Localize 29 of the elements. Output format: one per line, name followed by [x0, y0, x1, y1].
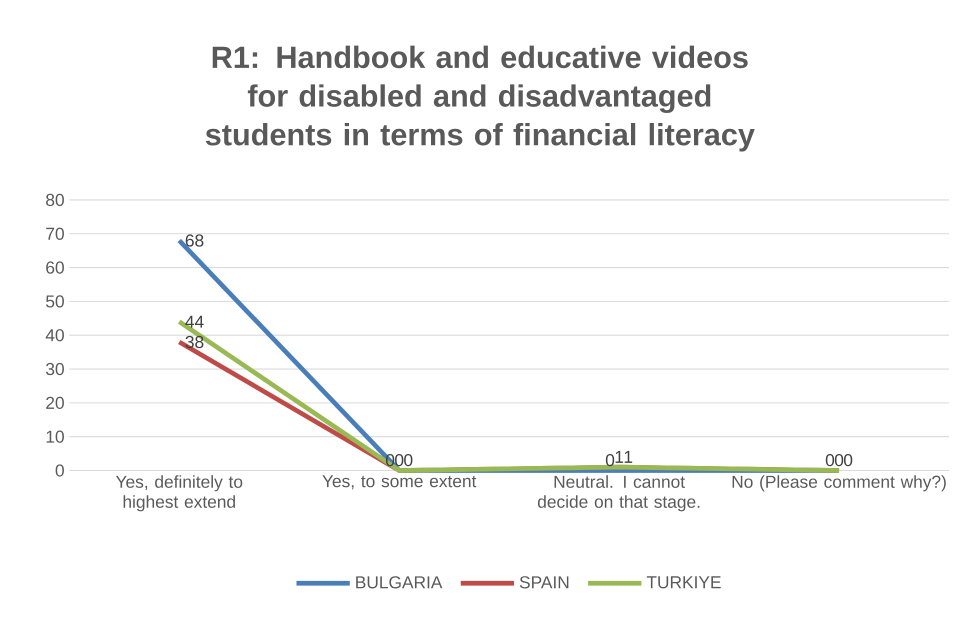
data-label: 0	[844, 454, 852, 466]
y-tick-label: 20	[46, 396, 64, 409]
legend-label: SPAIN	[520, 576, 568, 588]
data-label: 1	[616, 450, 624, 463]
y-tick-label: 80	[46, 194, 64, 206]
y-tick-label: 10	[46, 430, 64, 443]
data-label: 1	[624, 450, 632, 463]
x-tick-label: Yes, definitely to highest extend	[116, 475, 242, 512]
x-tick-label: No (Please comment why?)	[732, 475, 946, 492]
data-label: 38	[186, 336, 204, 348]
data-label: 0	[395, 454, 404, 466]
data-label: 44	[185, 316, 204, 328]
x-tick-label: Neutral. I cannot decide on that stage.	[538, 475, 700, 512]
y-tick-label: 50	[46, 295, 64, 308]
legend-label: TURKIYE	[646, 576, 721, 588]
data-label: 0	[834, 454, 844, 466]
legend-label: BULGARIA	[356, 576, 442, 588]
y-tick-label: 70	[46, 228, 64, 240]
y-tick-label: 40	[46, 329, 64, 342]
data-label: 0	[404, 454, 412, 466]
y-tick-label: 30	[46, 362, 64, 376]
y-tick-label: 0	[56, 464, 64, 477]
data-label: 0	[606, 454, 614, 466]
data-label: 0	[826, 454, 834, 466]
data-label: 0	[386, 454, 394, 466]
x-tick-label: Yes, to some extent	[322, 475, 476, 490]
data-label: 68	[186, 234, 204, 247]
y-tick-label: 60	[46, 261, 64, 274]
chart-title: R1: Handbook and educative videos for disabled and disadvantaged students in terms of financial literacy	[206, 46, 755, 152]
